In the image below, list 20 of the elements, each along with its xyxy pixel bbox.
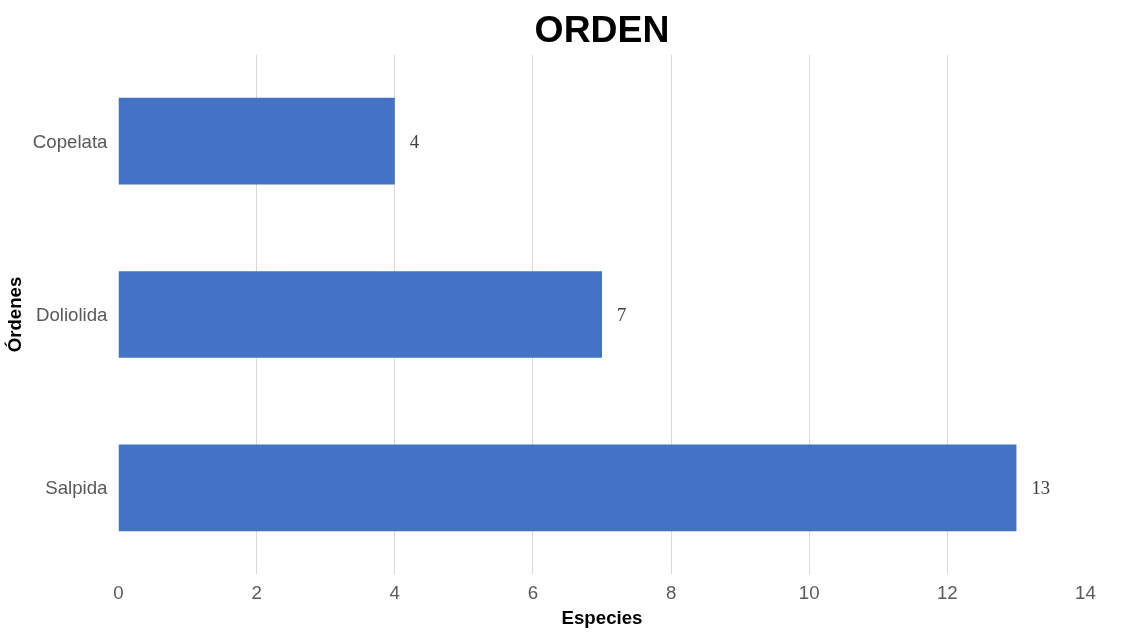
bar: [118, 444, 1017, 532]
y-tick-label: Doliolida: [35, 304, 109, 325]
data-label: 7: [617, 304, 627, 325]
x-tick-label: 6: [527, 581, 539, 603]
y-tick-label: Copelata: [32, 130, 109, 152]
x-tick-label: 10: [798, 581, 820, 603]
x-tick-label: 4: [389, 581, 400, 603]
y-axis-title: Órdenes: [3, 276, 25, 353]
x-tick-label: 8: [665, 581, 677, 603]
bar: [118, 271, 602, 358]
data-label: 13: [1031, 477, 1051, 499]
x-tick-label: 2: [251, 581, 262, 603]
x-axis-title: Especies: [561, 606, 643, 628]
chart-title: ORDEN: [534, 7, 670, 50]
data-label: 4: [409, 130, 420, 152]
x-tick-label: 12: [936, 581, 958, 603]
y-tick-label: Salpida: [45, 477, 109, 499]
bar: [118, 97, 395, 185]
x-tick-label: 14: [1075, 581, 1096, 603]
x-tick-label: 0: [113, 581, 124, 603]
